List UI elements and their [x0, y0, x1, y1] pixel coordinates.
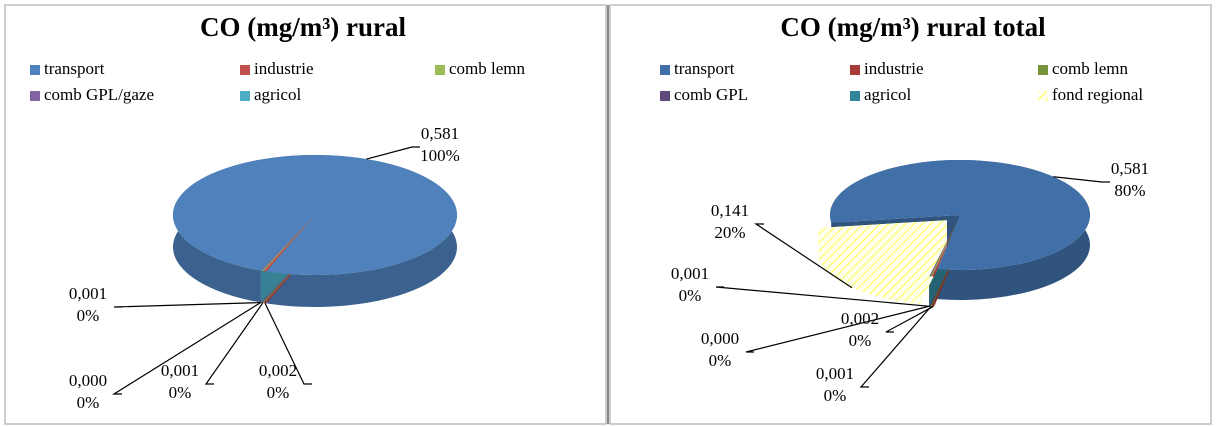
chart-title: CO (mg/m³) rural: [200, 12, 407, 42]
legend-label: comb lemn: [1052, 59, 1129, 78]
legend-label: industrie: [254, 59, 314, 78]
legend-swatch: [435, 65, 445, 75]
legend-label: transport: [44, 59, 105, 78]
leader-line: [113, 301, 262, 308]
legend-swatch: [850, 91, 860, 101]
data-label: 0,581: [421, 124, 459, 143]
data-label: 0,001: [69, 284, 107, 303]
slice: [931, 222, 957, 277]
data-label: 0,141: [711, 201, 749, 220]
slice: [829, 160, 1090, 270]
percent-label: 0%: [709, 351, 732, 370]
leader-line: [754, 223, 853, 289]
data-label: 0,001: [161, 361, 199, 380]
data-label: 0,001: [671, 264, 709, 283]
percent-label: 0%: [169, 383, 192, 402]
leader-line: [111, 301, 262, 395]
slice: [262, 215, 315, 271]
legend-swatch: [660, 65, 670, 75]
slice: [929, 222, 957, 277]
slice-side: [818, 227, 920, 305]
legend-swatch: [1038, 91, 1048, 101]
leader-line: [745, 305, 930, 353]
legend-swatch: [850, 65, 860, 75]
slice: [263, 215, 315, 272]
percent-label: 0%: [679, 286, 702, 305]
legend-label: industrie: [864, 59, 924, 78]
slice: [260, 215, 315, 271]
legend-label: agricol: [254, 85, 301, 104]
data-label: 0,581: [1111, 159, 1149, 178]
legend-swatch: [30, 65, 40, 75]
legend-swatch: [660, 91, 670, 101]
data-label: 0,002: [259, 361, 297, 380]
legend-label: comb lemn: [449, 59, 526, 78]
legend-label: comb GPL/gaze: [44, 85, 154, 104]
legend-label: fond regional: [1052, 85, 1143, 104]
slice: [818, 220, 947, 275]
legend-label: transport: [674, 59, 735, 78]
percent-label: 0%: [849, 331, 872, 350]
percent-label: 0%: [267, 383, 290, 402]
percent-label: 0%: [77, 306, 100, 325]
data-label: 0,000: [69, 371, 107, 390]
legend-swatch: [1038, 65, 1048, 75]
percent-label: 20%: [714, 223, 745, 242]
leader-line: [859, 306, 932, 388]
leader-line: [885, 306, 934, 333]
percent-label: 100%: [420, 146, 460, 165]
percent-label: 0%: [77, 393, 100, 412]
chart-title: CO (mg/m³) rural total: [780, 12, 1046, 42]
data-label: 0,002: [841, 309, 879, 328]
leader-line: [366, 146, 420, 160]
leader-line: [264, 302, 312, 385]
legend-swatch: [30, 91, 40, 101]
legend-swatch: [240, 91, 250, 101]
leader-line: [204, 302, 264, 385]
slice: [930, 222, 957, 277]
data-label: 0,000: [701, 329, 739, 348]
legend-swatch: [240, 65, 250, 75]
percent-label: 80%: [1114, 181, 1145, 200]
slice: [172, 155, 457, 275]
legend-label: agricol: [864, 85, 911, 104]
legend-label: comb GPL: [674, 85, 748, 104]
leader-line: [715, 286, 930, 307]
leader-line: [1053, 176, 1110, 183]
data-label: 0,001: [816, 364, 854, 383]
percent-label: 0%: [824, 386, 847, 405]
